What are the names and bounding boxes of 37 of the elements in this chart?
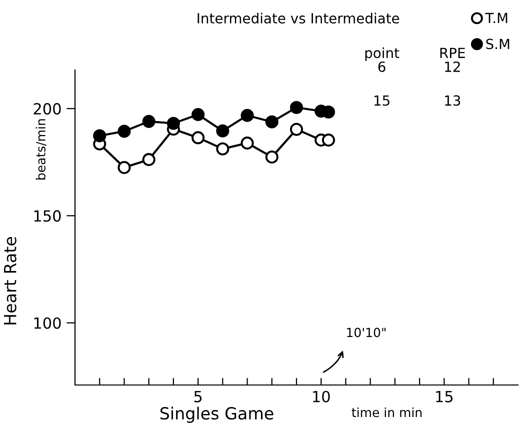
text: point xyxy=(365,47,400,61)
point xyxy=(265,150,278,164)
point xyxy=(216,142,230,156)
legend-label: T.M xyxy=(485,12,508,24)
x-axis-title: Singles Game xyxy=(160,406,274,423)
y-tick-label: 200 xyxy=(34,103,61,115)
point xyxy=(118,124,131,138)
legend-label: S.M xyxy=(486,38,510,50)
point xyxy=(240,136,254,150)
point xyxy=(93,129,106,142)
text: RPE xyxy=(440,48,465,58)
annotation: 15 xyxy=(374,95,390,106)
point xyxy=(192,131,205,144)
y-axis-title: Heart Rate xyxy=(4,236,16,324)
annotation: 12 xyxy=(445,62,460,72)
x-tick-label: 10 xyxy=(313,390,330,402)
point xyxy=(142,153,156,166)
point xyxy=(142,114,156,128)
point xyxy=(240,108,254,122)
annotation: 6 xyxy=(378,62,386,72)
point xyxy=(216,124,230,138)
point xyxy=(265,115,278,128)
point xyxy=(166,116,180,130)
point xyxy=(290,122,304,136)
text: beats/min xyxy=(36,119,46,180)
x-tick-label: 15 xyxy=(436,391,453,402)
y-tick-label: 100 xyxy=(34,317,61,329)
point xyxy=(322,134,336,147)
annotation: 10'10" xyxy=(347,328,386,338)
text: time in min xyxy=(352,407,422,418)
x-tick-label: 5 xyxy=(194,391,202,402)
annotation: 13 xyxy=(445,95,460,106)
point xyxy=(290,100,304,114)
y-tick-label: 150 xyxy=(34,210,61,222)
chart-title: Intermediate vs Intermediate xyxy=(198,12,400,24)
point xyxy=(118,160,131,174)
point xyxy=(192,108,205,122)
